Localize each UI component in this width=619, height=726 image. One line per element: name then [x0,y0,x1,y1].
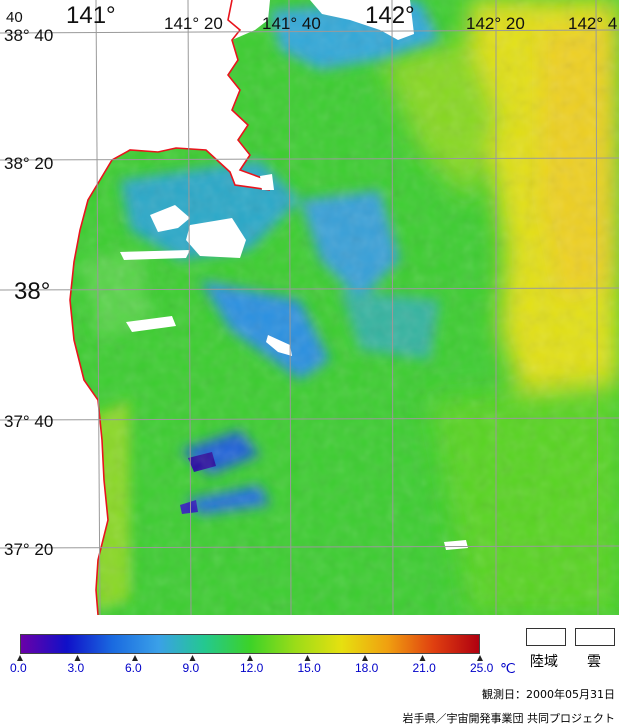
latitude-label-37-20: 37° 20 [4,540,54,559]
colorbar-tick-mark [419,655,426,661]
colorbar-tick-label: 25.0 [470,661,494,675]
longitude-label-141-20: 141° 20 [164,14,223,33]
credit-line: 岩手県／宇宙開発事業団 共同プロジェクト [402,712,616,725]
temperature-unit: ℃ [500,660,516,676]
longitude-label-141: 141° [66,2,116,29]
latitude-label-38-20: 38° 20 [4,154,54,173]
temperature-colorbar [20,634,480,654]
colorbar-tick-label: 9.0 [182,661,200,675]
observation-date: 観測日：2000年05月31日 [482,688,615,701]
longitude-label-142-40: 142° 4 [568,14,618,33]
longitude-label-141-40: 141° 40 [262,14,321,33]
cloud-legend-swatch [575,628,615,646]
colorbar-tick-mark [17,655,23,661]
longitude-label-142-20: 142° 20 [466,14,525,33]
sea-surface-temperature-map [0,0,619,615]
corner-label: 40 [6,9,23,26]
colorbar-tick-mark [132,655,138,661]
cloud-patches [120,0,468,550]
colorbar-tick-mark [304,655,311,661]
cloud-legend-label: 雲 [587,654,601,670]
colorbar-tick-mark [362,655,368,661]
colorbar-ticks [17,655,483,661]
colorbar-tick-mark [74,655,81,661]
colorbar-tick-label: 0.0 [10,661,27,675]
colorbar-tick-label: 6.0 [125,661,142,675]
colorbar-tick-mark [247,655,253,661]
land-area [0,0,270,615]
graticule [0,0,619,615]
colorbar-tick-mark [477,655,483,661]
latitude-label-38: 38° [14,278,51,305]
latitude-label-38-40: 38° 40 [4,26,54,45]
land-legend-swatch [526,628,566,646]
land-legend-label: 陸域 [530,654,558,670]
colorbar-tick-label: 21.0 [412,661,436,675]
colorbar-tick-label: 18.0 [355,661,379,675]
colorbar-tick-mark [189,655,196,661]
colorbar-tick-label: 12.0 [240,661,264,675]
colorbar-tick-label: 15.0 [297,661,321,675]
colorbar-tick-label: 3.0 [67,661,85,675]
longitude-label-142: 142° [365,2,415,29]
latitude-label-37-40: 37° 40 [4,412,54,431]
